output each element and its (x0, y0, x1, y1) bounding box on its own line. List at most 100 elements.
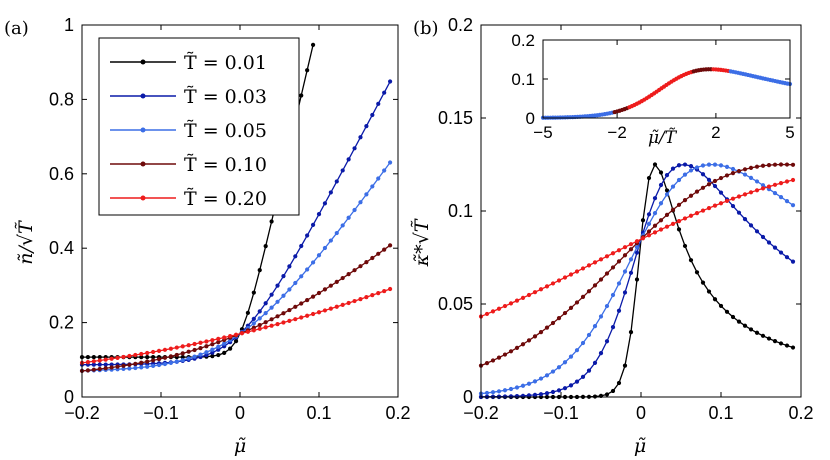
panel-b-0.05-point (646, 221, 652, 226)
panel-b-0.1-point (676, 202, 682, 207)
panel-a-0.2-point (245, 329, 250, 334)
panel-b-0.03-point (754, 229, 760, 234)
panel-a-0.1-point (299, 301, 304, 306)
panel-b: (b) κ̃*√T̃ μ̃ −0.2 −0.1 0 0.1 0.2 0 0.05 0.1 0.1… (411, 15, 814, 457)
panel-a-0.05-point (198, 352, 203, 357)
panel-b-0.05-point (562, 360, 568, 365)
panel-b-0.01-point (760, 333, 766, 338)
panel-a-0.03-point (310, 222, 316, 227)
panel-b-0.05-point (676, 177, 682, 183)
panel-a-0.01-point (305, 68, 310, 73)
panel-b-0.05-point (706, 162, 712, 167)
panel-b-0.03-point (616, 308, 622, 313)
panel-b-0.05-point (586, 332, 592, 338)
panel-a-0.05-point (364, 192, 369, 197)
panel-a-0.03-point (340, 168, 345, 173)
legend-label: T̃ = 0.03 (184, 86, 267, 108)
panel-b-0.1-point (736, 168, 742, 174)
panel-b-0.03-point (748, 223, 754, 228)
panel-a-0.03-point (328, 190, 333, 195)
panel-b-0.01-point (610, 388, 616, 394)
panel-b-0.05-point (694, 165, 700, 170)
panel-b-0.03-point (562, 386, 568, 391)
panel-a-0.2-point (186, 343, 191, 348)
panel-b-0.2-point (634, 239, 640, 244)
panel-a-0.03-point (103, 362, 108, 367)
x-tick-label: 0 (636, 403, 646, 423)
panel-b-0.2-point (580, 266, 586, 271)
panel-a-0.05-point (275, 299, 280, 304)
panel-b-0.1-point (664, 212, 670, 217)
panel-b-0.2-point (664, 224, 670, 229)
panel-b-0.01-point (754, 330, 760, 335)
legend-marker (140, 93, 146, 99)
panel-a-0.1-point (85, 368, 91, 373)
y-tick-label: 0.05 (438, 294, 473, 314)
panel-b-0.1-point (706, 182, 712, 187)
panel-a-0.2-point (257, 326, 262, 331)
panel-a-0.05-point (180, 358, 185, 363)
panel-b-0.05-point (748, 175, 754, 180)
panel-b-0.1-point (772, 162, 778, 167)
panel-b-0.1-point (496, 355, 502, 360)
panel-a-0.05-point (174, 359, 179, 364)
panel-a-0.1-point (388, 243, 393, 248)
panel-a-0.01-point (151, 355, 156, 360)
panel-b-0.2-point (760, 186, 766, 191)
panel-a-0.2-point (127, 353, 132, 359)
panel-a-0.1-point (352, 268, 357, 273)
panel-b-0.2-point (754, 188, 760, 193)
panel-b-0.2-point (748, 190, 754, 195)
panel-b-0.01-point (712, 297, 718, 302)
panel-a-0.05-point (216, 344, 221, 349)
panel-a-0.1-point (151, 358, 156, 363)
panel-a-0.03-point (299, 243, 304, 249)
panel-a-0.2-point (103, 357, 108, 362)
panel-a-0.2-point (281, 320, 286, 325)
panel-a-0.1-point (97, 366, 102, 372)
panel-b-0.05-point (718, 163, 724, 168)
panel-a-0.2-point (210, 338, 215, 343)
x-tick-label: 0.1 (708, 403, 733, 423)
panel-b-0.01-point (604, 392, 610, 397)
panel-b-0.05-point (688, 168, 694, 173)
panel-b-0.2-point (790, 177, 796, 183)
panel-a-xlabel: μ̃ (234, 435, 246, 457)
panel-a-0.05-point (257, 316, 262, 321)
panel-a-0.1-point (376, 251, 381, 256)
panel-a-0.01-point (228, 346, 233, 351)
panel-b-0.1-point (766, 163, 772, 168)
panel-b-0.01-point (730, 314, 736, 320)
inset-xlabel: μ̃/T̃ (648, 128, 678, 148)
panel-b-0.03-point (634, 250, 640, 255)
panel-b-0.05-point (652, 211, 658, 216)
panel-b-0.01-point (652, 162, 658, 167)
panel-a-0.1-point (168, 354, 173, 359)
panel-a-0.03-point (352, 146, 357, 151)
panel-a-0.05-point (293, 280, 298, 286)
panel-a-0.2-point (174, 345, 179, 350)
panel-b-0.03-point (676, 163, 682, 168)
panel-a-0.2-line (81, 288, 391, 364)
panel-b-0.1-point (502, 352, 508, 357)
panel-b-0.01-point (724, 309, 730, 314)
panel-a-0.2-point (358, 297, 363, 302)
y-tick-label: 0 (526, 109, 535, 128)
panel-b-0.2-point (712, 203, 718, 208)
panel-a-0.1-point (162, 355, 168, 360)
panel-b-0.03-point (670, 166, 676, 171)
panel-b-0.2-point (688, 213, 694, 218)
panel-a-0.03-point (322, 201, 328, 206)
panel-a-0.2-point (322, 308, 328, 313)
panel-a-0.05-point (376, 176, 381, 181)
panel-a-0.03-point (305, 233, 310, 238)
x-tick-label: 5 (785, 123, 794, 142)
panel-a-0.05-point (168, 360, 173, 366)
panel-b-0.01-point (772, 339, 778, 344)
panel-b-0.05-point (502, 388, 508, 393)
panel-a-0.2-point (382, 288, 387, 294)
x-tick-label: 0.1 (306, 403, 331, 423)
panel-a-0.03-point (216, 347, 221, 352)
panel-b-0.1-point (484, 361, 490, 366)
